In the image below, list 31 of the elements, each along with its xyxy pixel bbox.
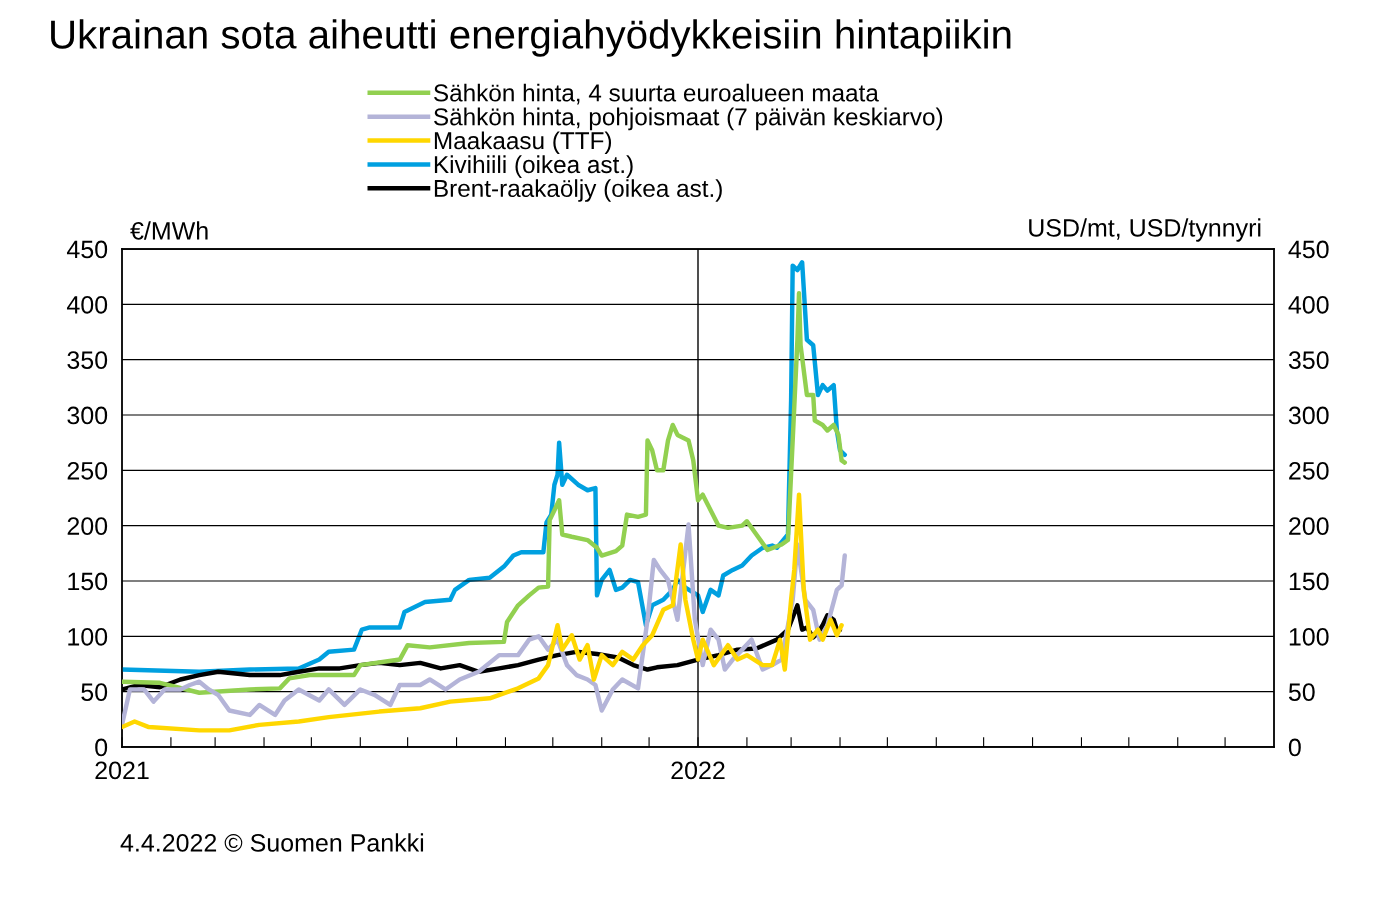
legend-label: Sähkön hinta, 4 suurta euroalueen maata xyxy=(434,83,879,105)
legend-label: Brent-raakaöljy (oikea ast.) xyxy=(434,179,722,202)
x-tick-label: 2021 xyxy=(95,761,149,780)
y-tick-label: 150 xyxy=(68,572,108,591)
y2-tick-label: 300 xyxy=(1288,406,1329,425)
legend-label: Maakaasu (TTF) xyxy=(434,131,612,155)
y2-tick-label: 450 xyxy=(1288,240,1329,259)
y-tick-label: 400 xyxy=(66,295,108,314)
legend-label: Kivihiili (oikea ast.) xyxy=(434,155,633,178)
x-tick-label: 2022 xyxy=(671,761,725,780)
y-tick-label: 300 xyxy=(67,406,108,425)
y-axis-title: €/MWh xyxy=(130,221,208,240)
y2-tick-label: 50 xyxy=(1288,683,1315,701)
y-tick-label: 450 xyxy=(66,240,108,259)
text: 4.4.2022 © Suomen Pankki xyxy=(120,833,424,852)
y2-axis-title: USD/mt, USD/tynnyri xyxy=(1029,218,1261,242)
y-tick-label: 100 xyxy=(68,627,108,646)
y-tick-label: 0 xyxy=(95,738,108,757)
y2-tick-label: 100 xyxy=(1289,627,1329,646)
y-tick-label: 50 xyxy=(81,683,108,701)
chart-title: Ukrainan sota aiheutti energiahyödykkeisiin hintapiikin xyxy=(51,19,1011,57)
y-tick-label: 350 xyxy=(67,351,108,369)
y2-tick-label: 150 xyxy=(1289,572,1329,591)
y-tick-label: 200 xyxy=(67,517,108,535)
y2-tick-label: 350 xyxy=(1288,351,1329,369)
y2-tick-label: 200 xyxy=(1289,517,1329,535)
y2-tick-label: 250 xyxy=(1289,461,1329,480)
y-tick-label: 250 xyxy=(67,461,108,480)
legend-label: Sähkön hinta, pohjoismaat (7 päivän keskiarvo) xyxy=(434,107,943,131)
y2-tick-label: 400 xyxy=(1288,295,1329,314)
y2-tick-label: 0 xyxy=(1288,738,1301,757)
